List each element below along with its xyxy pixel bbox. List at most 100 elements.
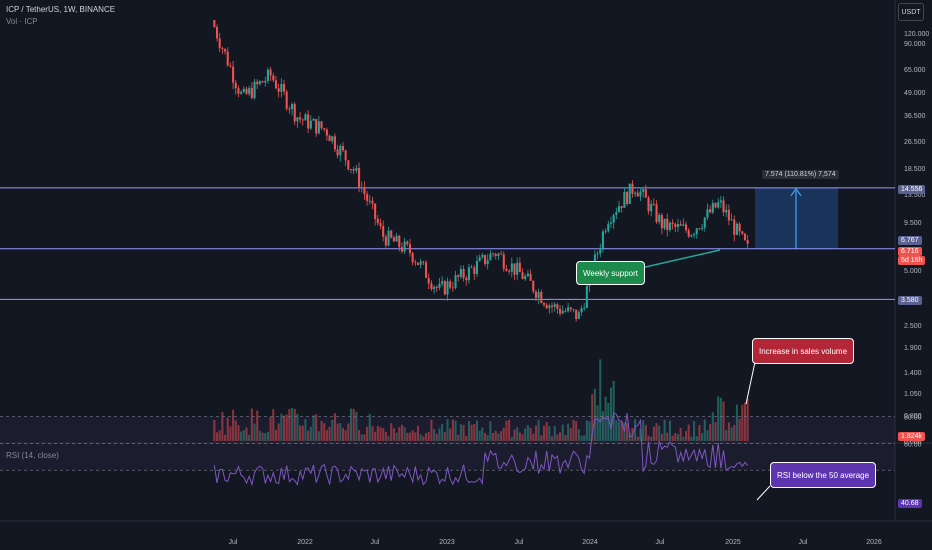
- candle-body: [470, 267, 473, 269]
- volume-bar: [609, 387, 613, 441]
- volume-bar: [355, 411, 358, 441]
- time-axis-label: Jul: [799, 539, 808, 546]
- volume-bar: [548, 426, 551, 441]
- volume-bar: [449, 428, 452, 441]
- volume-bar: [288, 408, 291, 441]
- volume-bar: [741, 404, 744, 441]
- volume-bar: [411, 430, 414, 441]
- volume-bar: [240, 431, 243, 441]
- countdown-tag: 5d 16h: [898, 256, 926, 265]
- rsi-axis-label: 60.00: [904, 442, 922, 449]
- price-axis-label: 49.000: [904, 90, 926, 97]
- candle-body: [258, 81, 261, 85]
- candle-body: [390, 230, 393, 238]
- candle-body: [433, 286, 436, 290]
- candle-body: [435, 286, 438, 288]
- volume-bar: [261, 432, 264, 441]
- candle-body: [534, 291, 537, 298]
- price-axis-label: 9.500: [904, 220, 922, 227]
- candle-body: [277, 88, 280, 92]
- volume-bar: [291, 407, 294, 441]
- rsi-note-callout: RSI below the 50 average: [770, 462, 877, 488]
- volume-bar: [323, 423, 326, 441]
- candle-body: [585, 286, 588, 308]
- volume-bar: [379, 427, 382, 441]
- candle-body: [425, 262, 428, 278]
- volume-bar: [317, 431, 320, 441]
- candle-body: [722, 200, 725, 213]
- volume-bar: [738, 418, 741, 441]
- candle-body: [666, 218, 669, 231]
- candle-body: [427, 277, 430, 284]
- candle-body: [232, 66, 235, 83]
- candle-body: [644, 189, 647, 198]
- candle-body: [237, 88, 240, 94]
- candle-body: [285, 91, 288, 109]
- time-axis-label: 2022: [297, 539, 313, 546]
- volume-bar: [537, 420, 540, 441]
- volume-bar: [647, 435, 650, 441]
- volume-bar: [368, 413, 371, 441]
- price-axis-label: 36.500: [904, 113, 926, 120]
- volume-bar: [695, 436, 698, 441]
- volume-bar: [374, 431, 377, 441]
- candle-body: [384, 236, 387, 246]
- candle-body: [315, 118, 318, 134]
- volume-bar: [277, 423, 280, 441]
- candle-body: [293, 104, 296, 122]
- volume-bar: [392, 428, 395, 441]
- candle-body: [226, 51, 229, 66]
- volume-bar: [508, 419, 511, 441]
- candle-body: [701, 227, 704, 229]
- volume-bar: [556, 434, 559, 441]
- volume-bar: [545, 422, 548, 441]
- volume-bar: [735, 404, 738, 441]
- volume-bar: [572, 419, 575, 441]
- volume-bar: [682, 436, 685, 441]
- candle-body: [577, 312, 580, 319]
- candle-body: [398, 235, 401, 248]
- candle-body: [347, 160, 350, 170]
- candle-body: [567, 307, 570, 312]
- candle-body: [642, 189, 645, 192]
- lower-level-tag: 3.580: [898, 296, 922, 305]
- volume-bar: [730, 427, 733, 441]
- candle-body: [639, 191, 642, 197]
- volume-bar: [532, 433, 535, 441]
- candle-body: [725, 209, 728, 213]
- volume-bar: [256, 410, 259, 441]
- volume-bar: [470, 424, 473, 441]
- candle-body: [475, 261, 479, 274]
- volume-bar: [567, 423, 570, 441]
- candle-body: [658, 214, 661, 222]
- price-axis-label: 18.500: [904, 166, 926, 173]
- volume-bar: [234, 420, 237, 441]
- volume-bar: [486, 435, 489, 441]
- price-axis-label: 2.500: [904, 323, 922, 330]
- volume-bar: [593, 388, 596, 441]
- candle-body: [414, 262, 417, 263]
- candle-body: [510, 263, 513, 272]
- candle-body: [245, 88, 248, 94]
- candle-body: [548, 305, 551, 309]
- volume-bar: [398, 427, 401, 441]
- volume-bar: [642, 420, 645, 441]
- volume-bar: [489, 421, 492, 441]
- candle-body: [486, 260, 489, 265]
- volume-bar: [620, 420, 623, 441]
- volume-bar: [516, 427, 519, 441]
- candle-body: [516, 262, 519, 275]
- candle-body: [224, 48, 227, 52]
- candle-body: [687, 230, 690, 237]
- volume-bar: [494, 430, 497, 441]
- rsi-value-tag: 40.68: [898, 499, 922, 508]
- candle-body: [508, 270, 511, 272]
- volume-bar: [414, 432, 417, 441]
- candle-body: [709, 209, 712, 213]
- volume-bar: [454, 420, 457, 441]
- candle-body: [416, 262, 420, 265]
- volume-bar: [465, 435, 468, 441]
- volume-bar: [612, 380, 615, 441]
- currency-button[interactable]: USDT: [898, 3, 924, 21]
